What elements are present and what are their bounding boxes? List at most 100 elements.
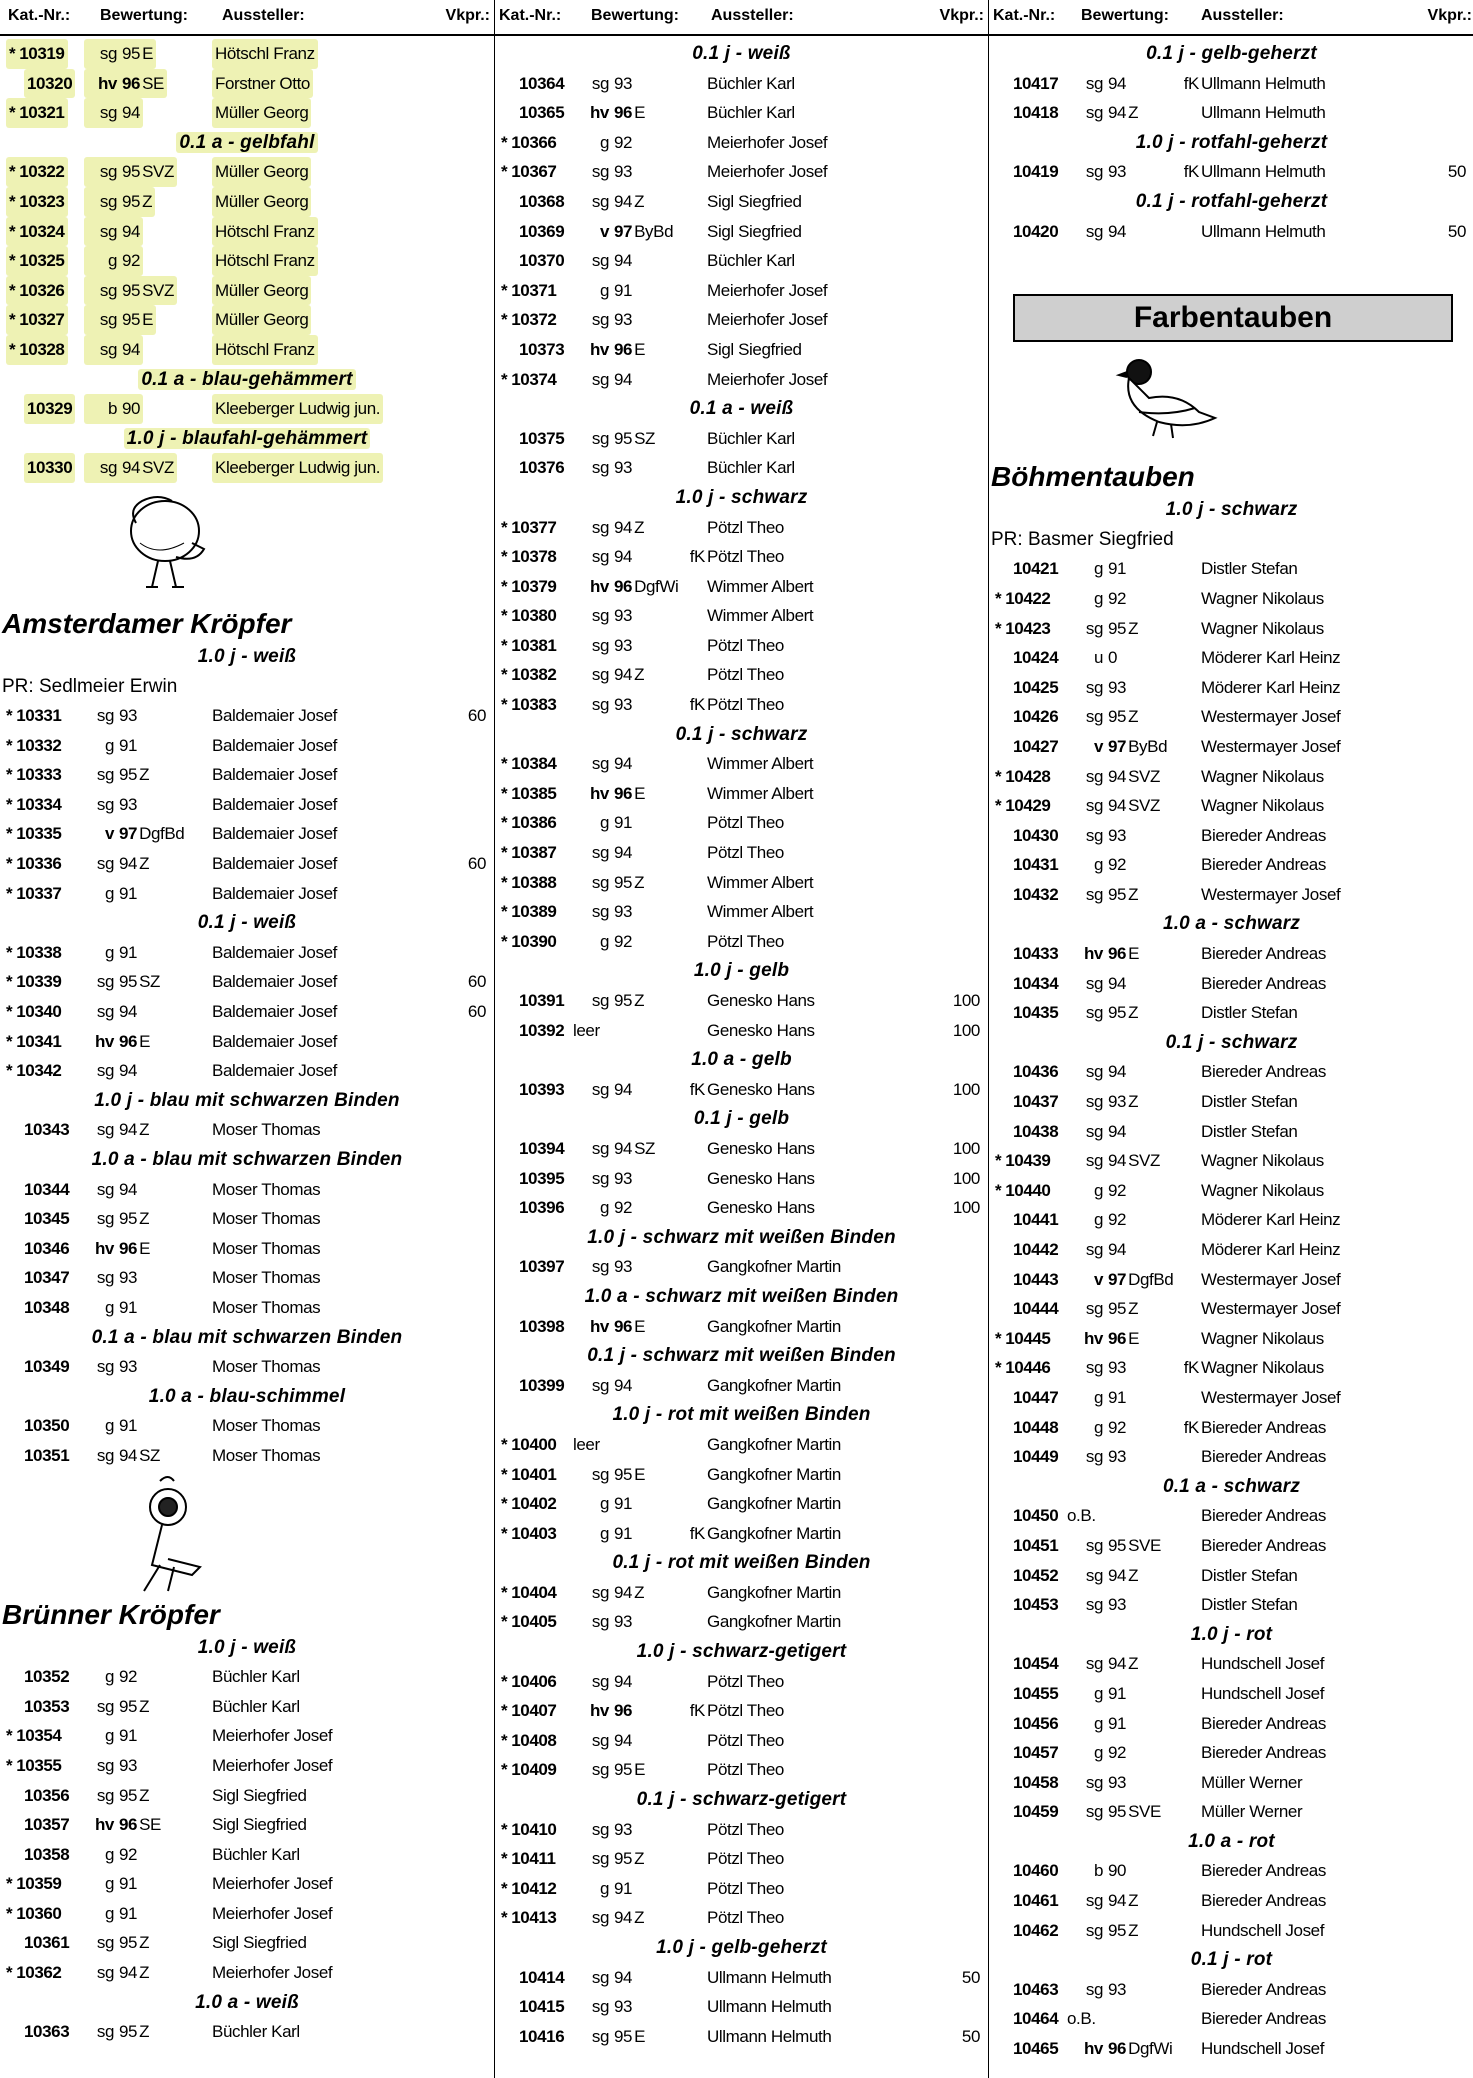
exhibitor: Meierhofer Josef — [707, 162, 828, 182]
catalog-number: 10341 — [16, 1031, 62, 1051]
block: Böhmentauben 1.0 j - schwarz PR: Basmer Si… — [989, 459, 1473, 2063]
points: 92 — [1108, 1210, 1127, 1230]
catalog-number: 10461 — [1013, 1891, 1059, 1911]
catalog-number-cell: 10343 — [24, 1115, 70, 1145]
grade: sg — [591, 1819, 610, 1839]
award: SZ — [139, 1445, 161, 1465]
rating-cell: sg 94 SVZ — [1073, 762, 1161, 792]
entry-row: 10457 g 92 Biereder Andreas — [989, 1738, 1473, 1768]
catalog-number: 10331 — [16, 706, 62, 726]
catalog-number: 10385 — [511, 783, 557, 803]
entry-row: 10357 hv 96 SE Sigl Siegfried — [0, 1810, 494, 1840]
catalog-number: 10454 — [1013, 1654, 1059, 1674]
award: Z — [634, 872, 645, 892]
price: 50 — [1447, 162, 1467, 182]
catalog-number-cell: 10348 — [24, 1293, 70, 1323]
grade: g — [107, 251, 117, 271]
points: 91 — [119, 1726, 138, 1746]
entry-row: 10365 hv 96 E Büchler Karl — [495, 98, 988, 128]
rating-cell: hv 96 E — [84, 1234, 151, 1264]
judge-line: PR: Basmer Siegfried — [991, 528, 1174, 550]
exhibitor: Möderer Karl Heinz — [1201, 648, 1341, 668]
column: Kat.-Nr.: Bewertung: Aussteller: Vkpr.: … — [494, 0, 988, 2078]
points: 94 — [614, 517, 633, 537]
exhibitor: Baldemaier Josef — [212, 765, 337, 785]
points: 94 — [119, 1179, 138, 1199]
catalog-number: 10369 — [519, 221, 565, 241]
rating-cell: sg 94 SZ — [84, 1441, 161, 1471]
rating-cell: sg 93 — [1073, 157, 1127, 187]
exhibitor: Moser Thomas — [212, 1209, 321, 1229]
entry-row: * 10406 sg 94 Pötzl Theo — [495, 1667, 988, 1697]
catalog-number-cell: 10416 — [519, 2022, 565, 2052]
points: 92 — [1108, 1417, 1127, 1437]
catalog-number-cell: * 10446 — [995, 1353, 1051, 1383]
exhibitor: Möderer Karl Heinz — [1201, 1210, 1341, 1230]
entry-row: 10426 sg 95 Z Westermayer Josef — [989, 702, 1473, 732]
exhibitor: Sigl Siegfried — [707, 191, 802, 211]
entry-row: 10364 sg 93 Büchler Karl — [495, 69, 988, 99]
catalog-number: 10380 — [511, 606, 557, 626]
catalog-number: 10452 — [1013, 1565, 1059, 1585]
section-heading: 1.0 j - rot — [1190, 1623, 1273, 1645]
catalog-number-cell: 10450 — [1013, 1501, 1059, 1531]
points: 95 — [614, 991, 633, 1010]
section-heading: 1.0 a - schwarz mit weißen Binden — [584, 1285, 899, 1307]
exhibitor: Biereder Andreas — [1201, 855, 1326, 875]
star: * — [6, 942, 13, 962]
catalog-number: 10416 — [519, 2026, 565, 2046]
catalog-number: 10364 — [519, 73, 565, 93]
star: * — [6, 883, 13, 903]
pigeon-illustration — [1115, 359, 1218, 439]
points: 91 — [614, 1878, 633, 1898]
rating-cell: sg 93 — [1073, 1768, 1127, 1798]
star: * — [501, 517, 508, 537]
prefix: fK — [689, 695, 706, 715]
exhibitor: Pötzl Theo — [707, 1701, 784, 1721]
star: * — [995, 796, 1002, 816]
exhibitor: Biereder Andreas — [1201, 1506, 1326, 1526]
entry-row: 10353 sg 95 Z Büchler Karl — [0, 1692, 494, 1722]
exhibitor: Genesko Hans — [707, 1168, 815, 1188]
grade: sg — [1085, 1595, 1104, 1615]
award: DgfWi — [1128, 2039, 1173, 2059]
entry-row: * 10400 leer Gangkofner Martin — [495, 1430, 988, 1460]
points: 95 — [1108, 618, 1127, 638]
rating-cell: sg 95 Z — [84, 2017, 150, 2047]
entry-row: * 10355 sg 93 Meierhofer Josef — [0, 1751, 494, 1781]
star: * — [501, 162, 508, 182]
entry-row: 10399 sg 94 Gangkofner Martin — [495, 1371, 988, 1401]
section-heading-row: 0.1 j - schwarz mit weißen Binden — [495, 1341, 988, 1371]
award: Z — [139, 765, 150, 785]
grade: v — [1093, 736, 1103, 756]
catalog-number: 10336 — [16, 854, 62, 874]
rating-cell: sg 94 — [84, 216, 144, 247]
star: * — [6, 1755, 13, 1775]
star: * — [501, 1819, 508, 1839]
grade: sg — [99, 310, 118, 330]
rating-cell: sg 94 Z — [1073, 98, 1139, 128]
section-heading: 0.1 j - schwarz — [675, 723, 808, 745]
exhibitor: Meierhofer Josef — [707, 369, 828, 389]
entry-row: 10394 sg 94 SZ Genesko Hans 100 — [495, 1134, 988, 1164]
points: 96 — [119, 1031, 138, 1051]
rating-cell: sg 94 — [579, 1726, 633, 1756]
catalog-number-cell: * 10411 — [501, 1844, 556, 1874]
star: * — [501, 1612, 508, 1632]
section-heading-row: 1.0 j - rot — [989, 1620, 1473, 1650]
grade: g — [1093, 1417, 1103, 1437]
grade: g — [1093, 1180, 1103, 1200]
catalog-number-cell: 10424 — [1013, 643, 1059, 673]
prefix: fK — [689, 1523, 706, 1543]
exhibitor: Gangkofner Martin — [707, 1375, 841, 1395]
exhibitor: Pötzl Theo — [707, 1908, 784, 1928]
grade: sg — [96, 1963, 115, 1983]
entry-row: * 10440 g 92 Wagner Nikolaus — [989, 1176, 1473, 1206]
section-heading-row: 1.0 a - rot — [989, 1827, 1473, 1857]
entry-row: * 10380 sg 93 Wimmer Albert — [495, 601, 988, 631]
catalog-number-cell: * 10379 — [501, 572, 557, 602]
catalog-number: 10346 — [24, 1238, 70, 1258]
prefix: fK — [1183, 162, 1200, 182]
entry-row: * 10446 sg 93 fK Wagner Nikolaus — [989, 1353, 1473, 1383]
points: 93 — [119, 706, 138, 726]
